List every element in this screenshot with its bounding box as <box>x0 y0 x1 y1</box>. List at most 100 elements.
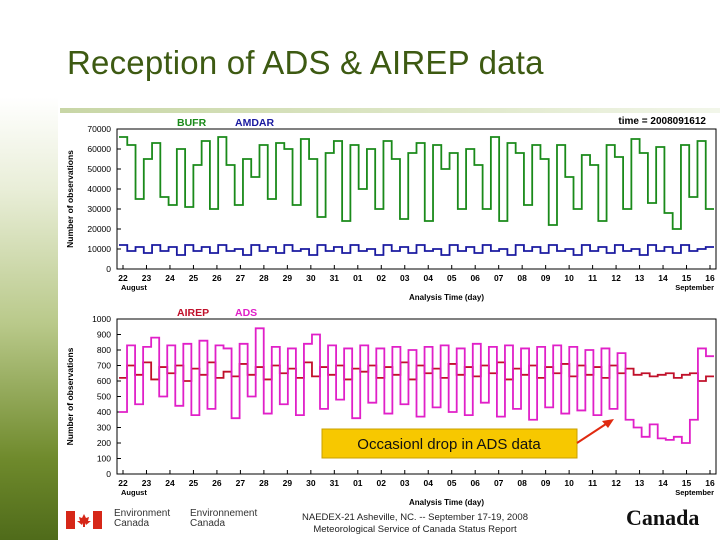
x-tick-label: 23 <box>142 273 152 283</box>
department-en-line1: Environment <box>114 508 171 519</box>
x-tick-label: 25 <box>189 273 199 283</box>
x-tick-label: 28 <box>259 478 269 488</box>
x-tick-label: 09 <box>541 273 551 283</box>
annotation-group: Occasionl drop in ADS data <box>321 419 614 459</box>
chart-observations-bufr-amdar: 0 10000 20000 30000 40000 50000 60000 70000 22 23… <box>65 116 717 302</box>
x-tick-label: 29 <box>283 273 293 283</box>
x-tick-label: 26 <box>212 478 222 488</box>
x-tick-label: 28 <box>259 273 269 283</box>
x-tick-label: 14 <box>658 273 668 283</box>
y-tick-label: 300 <box>97 423 111 433</box>
page-title: Reception of ADS & AIREP data <box>67 44 544 81</box>
x-tick-label: 04 <box>424 273 434 283</box>
x-tick-label: 03 <box>400 273 410 283</box>
y-tick-label: 70000 <box>87 124 111 134</box>
month-start-label: August <box>121 283 147 292</box>
x-tick-label: 05 <box>447 478 457 488</box>
x-tick-label: 13 <box>635 478 645 488</box>
x-tick-label: 13 <box>635 273 645 283</box>
y-tick-label: 200 <box>97 438 111 448</box>
y-tick-label: 20000 <box>87 224 111 234</box>
x-tick-label: 11 <box>588 273 597 283</box>
x-tick-label: 12 <box>611 273 621 283</box>
x-tick-label: 05 <box>447 273 457 283</box>
x-tick-label: 07 <box>494 478 504 488</box>
x-tick-label: 02 <box>377 478 387 488</box>
legend-airep: AIREP <box>177 307 209 319</box>
x-tick-label: 15 <box>682 273 692 283</box>
x-tick-label: 12 <box>611 478 621 488</box>
x-tick-label: 04 <box>424 478 434 488</box>
footer-line1: NAEDEX-21 Asheville, NC. -- September 17… <box>302 512 528 523</box>
y-tick-label: 60000 <box>87 144 111 154</box>
department-en-line2: Canada <box>114 518 150 529</box>
series-line-ads <box>119 327 714 444</box>
x-tick-label: 29 <box>283 478 293 488</box>
x-tick-label: 02 <box>377 273 387 283</box>
y-tick-label: 0 <box>106 469 111 479</box>
y-tick-label: 10000 <box>87 244 111 254</box>
x-tick-label: 14 <box>658 478 668 488</box>
y-tick-label: 50000 <box>87 164 111 174</box>
month-start-label: August <box>121 488 147 497</box>
x-tick-label: 06 <box>470 273 480 283</box>
x-tick-label: 30 <box>306 273 316 283</box>
y-axis-label: Number of observations <box>65 347 75 445</box>
month-end-label: September <box>675 488 714 497</box>
x-tick-label: 08 <box>517 478 527 488</box>
footer-line2: Meteorological Service of Canada Status … <box>313 524 517 535</box>
x-tick-label: 01 <box>353 273 363 283</box>
series-line-amdar <box>119 244 714 256</box>
annotation-arrow-line <box>576 421 610 444</box>
department-name-en: Environment Canada <box>114 509 170 529</box>
x-axis-label: Analysis Time (day) <box>409 498 484 507</box>
department-fr-line1: Environnement <box>190 508 258 519</box>
x-tick-label: 23 <box>142 478 152 488</box>
x-tick-label: 03 <box>400 478 410 488</box>
department-name-fr: Environnement Canada <box>190 509 257 529</box>
chart-observations-airep-ads: 0 100 200 300 400 500 600 700 800 900 1000 22 23 24 25… <box>65 307 717 507</box>
footer: NAEDEX-21 Asheville, NC. -- September 17… <box>250 512 580 536</box>
canada-flag-icon <box>66 511 102 529</box>
canada-wordmark: Canada <box>626 505 700 530</box>
y-tick-label: 30000 <box>87 204 111 214</box>
y-tick-label: 1000 <box>92 314 111 324</box>
x-tick-label: 26 <box>212 273 222 283</box>
legend-ads: ADS <box>235 307 257 319</box>
x-tick-label: 27 <box>236 273 246 283</box>
x-tick-label: 15 <box>682 478 692 488</box>
y-tick-label: 400 <box>97 407 111 417</box>
x-tick-label: 16 <box>705 478 715 488</box>
x-tick-label: 31 <box>330 273 340 283</box>
department-fr-line2: Canada <box>190 518 226 529</box>
y-tick-label: 800 <box>97 345 111 355</box>
x-tick-label: 31 <box>330 478 340 488</box>
x-tick-label: 06 <box>470 478 480 488</box>
title-divider <box>60 108 720 113</box>
x-tick-label: 27 <box>236 478 246 488</box>
legend-amdar: AMDAR <box>235 117 274 129</box>
x-tick-label: 10 <box>564 478 574 488</box>
y-tick-label: 900 <box>97 330 111 340</box>
y-tick-label: 700 <box>97 361 111 371</box>
x-tick-label: 30 <box>306 478 316 488</box>
y-tick-label: 500 <box>97 392 111 402</box>
series-line-bufr <box>119 136 714 230</box>
y-tick-label: 100 <box>97 454 111 464</box>
y-tick-label: 0 <box>106 264 111 274</box>
legend-bufr: BUFR <box>177 117 207 129</box>
annotation-text: Occasionl drop in ADS data <box>357 436 541 453</box>
time-stamp: time = 2008091612 <box>618 116 706 127</box>
x-tick-label: 11 <box>588 478 597 488</box>
x-tick-label: 07 <box>494 273 504 283</box>
y-tick-label: 40000 <box>87 184 111 194</box>
x-tick-label: 01 <box>353 478 363 488</box>
annotation-arrow-head <box>602 419 614 428</box>
y-axis-label: Number of observations <box>65 150 75 248</box>
x-tick-label: 10 <box>564 273 574 283</box>
x-tick-label: 22 <box>118 478 128 488</box>
x-tick-label: 25 <box>189 478 199 488</box>
x-tick-label: 24 <box>165 273 175 283</box>
x-tick-label: 09 <box>541 478 551 488</box>
